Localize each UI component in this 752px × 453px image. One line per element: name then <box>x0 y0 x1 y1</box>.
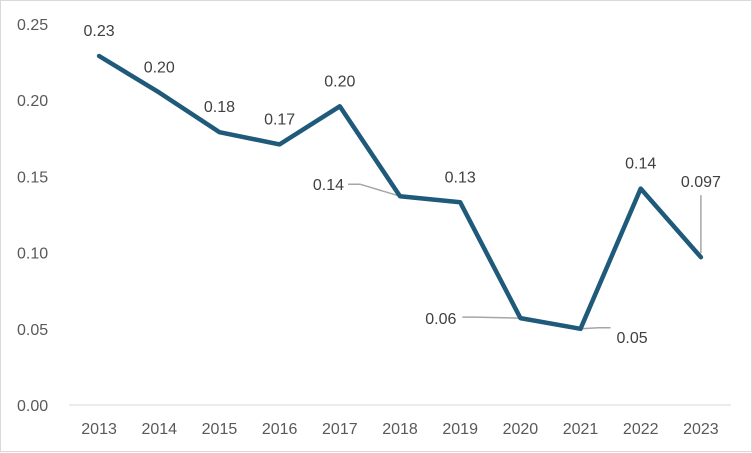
leader-line <box>348 183 401 197</box>
series-line <box>96 53 704 332</box>
x-tick-label: 2013 <box>81 421 117 438</box>
data-label: 0.18 <box>204 99 235 116</box>
x-tick-label: 2020 <box>503 421 539 438</box>
x-tick-label: 2019 <box>442 421 478 438</box>
data-label: 0.17 <box>264 111 295 128</box>
y-tick-label: 0.15 <box>17 169 48 186</box>
y-tick-label: 0.05 <box>17 322 48 339</box>
data-label: 0.06 <box>425 311 456 328</box>
y-tick-label: 0.00 <box>17 398 48 415</box>
y-tick-label: 0.20 <box>17 93 48 110</box>
x-tick-label: 2018 <box>382 421 418 438</box>
x-tick-label: 2017 <box>322 421 358 438</box>
data-label: 0.14 <box>313 177 344 194</box>
data-label: 0.20 <box>144 60 175 77</box>
y-tick-label: 0.25 <box>17 17 48 34</box>
data-label: 0.14 <box>625 156 656 173</box>
leader-line <box>580 327 611 330</box>
data-label: 0.23 <box>84 23 115 40</box>
x-tick-label: 2021 <box>563 421 599 438</box>
y-tick-label: 0.10 <box>17 246 48 263</box>
data-labels: 0.23 0.20 0.18 0.17 0.20 0.14 0.13 0.06 0.05 0.14… <box>84 23 722 347</box>
data-label: 0.097 <box>681 174 721 191</box>
y-axis-ticks: 0.00 0.05 0.10 0.15 0.20 0.25 <box>17 17 48 415</box>
x-tick-label: 2022 <box>623 421 659 438</box>
data-label: 0.05 <box>617 330 648 347</box>
x-axis-ticks: 2013 2014 2015 2016 2017 2018 2019 2020 2021 2022… <box>81 421 719 438</box>
leader-line <box>462 316 521 319</box>
data-label: 0.13 <box>445 169 476 186</box>
data-label: 0.20 <box>324 73 355 90</box>
x-tick-label: 2023 <box>683 421 719 438</box>
x-tick-label: 2014 <box>141 421 177 438</box>
x-tick-label: 2016 <box>262 421 298 438</box>
x-tick-label: 2015 <box>202 421 238 438</box>
leader-lines <box>348 183 702 330</box>
